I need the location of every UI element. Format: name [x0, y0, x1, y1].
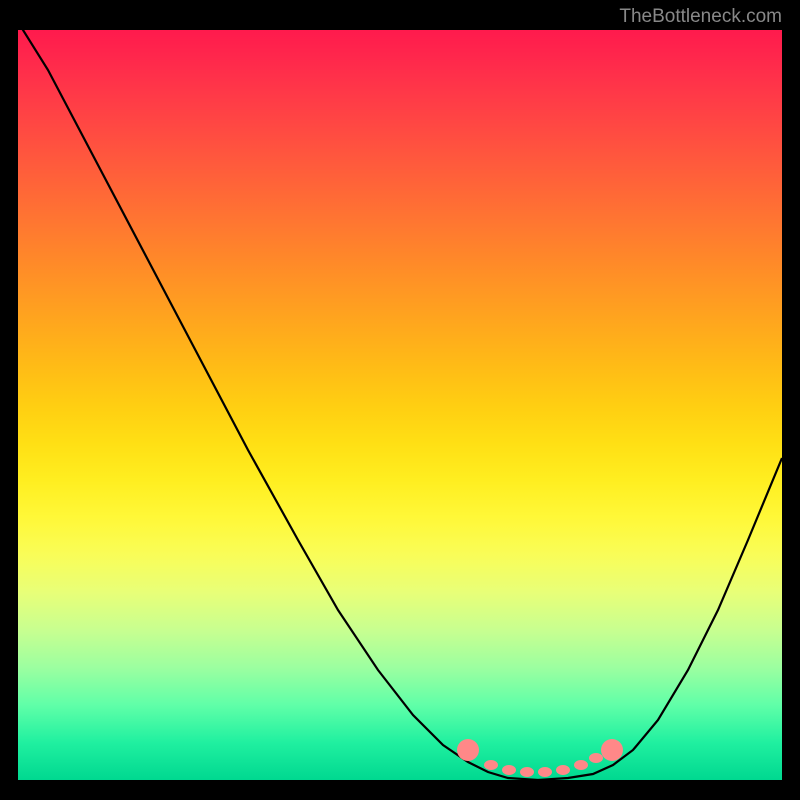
marker-right-dot: [601, 739, 623, 761]
plot-svg: [18, 30, 782, 780]
marker-dash-6: [574, 760, 588, 770]
bottleneck-plot: [18, 30, 782, 780]
marker-dash-5: [556, 765, 570, 775]
marker-dash-1: [484, 760, 498, 770]
watermark-text: TheBottleneck.com: [619, 6, 782, 28]
marker-left-dot: [457, 739, 479, 761]
marker-dash-2: [502, 765, 516, 775]
marker-dash-4: [538, 767, 552, 777]
marker-dash-7: [589, 753, 603, 763]
bottleneck-curve: [18, 30, 782, 780]
marker-dash-3: [520, 767, 534, 777]
